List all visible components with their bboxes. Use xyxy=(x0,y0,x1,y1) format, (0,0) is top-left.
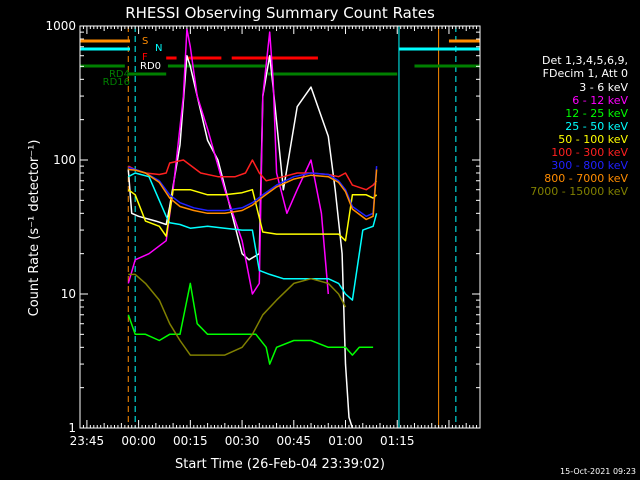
series-line-6 xyxy=(128,166,378,218)
legend-entry-8: 7000 - 15000 keV xyxy=(530,185,628,198)
x-tick-label-1: 00:00 xyxy=(121,434,156,448)
y-tick-label-2: 100 xyxy=(53,153,76,167)
flag-label-rd0: RD0 xyxy=(140,61,161,72)
legend-header-line-1: Det 1,3,4,5,6,9, xyxy=(542,54,628,67)
flag-label-rd16: RD16 xyxy=(103,77,130,88)
x-tick-label-6: 01:15 xyxy=(380,434,415,448)
series-line-8 xyxy=(128,273,347,356)
series-line-7 xyxy=(128,168,378,221)
x-tick-label-4: 00:45 xyxy=(276,434,311,448)
flag-label-rd4: RD4 xyxy=(109,69,130,80)
legend-entry-4: 50 - 100 keV xyxy=(558,133,628,146)
legend-entry-5: 100 - 300 keV xyxy=(551,146,628,159)
legend-entry-3: 25 - 50 keV xyxy=(565,120,628,133)
x-tick-label-2: 00:15 xyxy=(173,434,208,448)
flag-label-s: S xyxy=(142,36,148,47)
x-axis-label: Start Time (26-Feb-04 23:39:02) xyxy=(175,457,385,472)
axes: 1 10 100 1000 23:45 00:00 00:15 00:30 00:45 01:00… xyxy=(45,19,481,448)
timestamp: 15-Oct-2021 09:23 xyxy=(560,467,636,476)
x-tick-label-3: 00:30 xyxy=(225,434,260,448)
legend-header-line-2: FDecim 1, Att 0 xyxy=(543,67,628,80)
chart-title: RHESSI Observing Summary Count Rates xyxy=(125,4,435,22)
legend-entry-6: 300 - 800 keV xyxy=(551,159,628,172)
flag-label-n: N xyxy=(155,43,162,54)
series-line-2 xyxy=(127,282,374,365)
y-tick-label-3: 1000 xyxy=(45,19,76,33)
x-tick-label-5: 01:00 xyxy=(328,434,363,448)
flag-label-f: F xyxy=(142,52,148,63)
series-line-4 xyxy=(127,188,378,242)
legend-entry-1: 6 - 12 keV xyxy=(572,94,628,107)
x-tick-label-0: 23:45 xyxy=(70,434,105,448)
legend-entry-2: 12 - 25 keV xyxy=(565,107,628,120)
series-line-5 xyxy=(127,159,378,191)
y-tick-label-0: 1 xyxy=(68,421,76,435)
legend-entry-7: 800 - 7000 keV xyxy=(544,172,628,185)
y-tick-label-1: 10 xyxy=(61,287,76,301)
y-axis-label: Count Rate (s⁻¹ detector⁻¹) xyxy=(27,140,42,317)
legend-entry-0: 3 - 6 keV xyxy=(579,81,628,94)
